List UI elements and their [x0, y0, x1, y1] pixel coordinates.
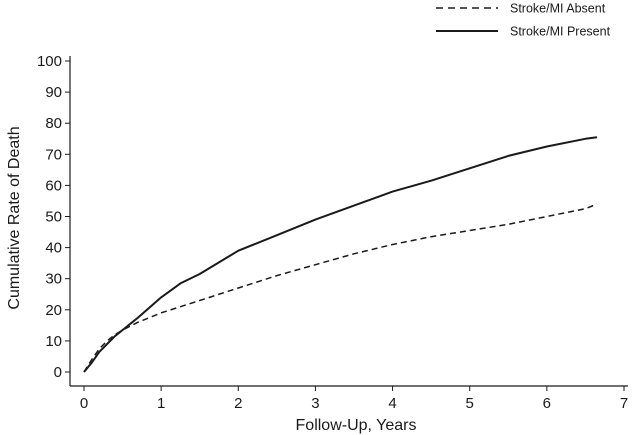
x-tick-label: 0	[80, 395, 88, 412]
legend-label: Stroke/MI Present	[510, 25, 611, 39]
x-tick-label: 4	[388, 395, 396, 412]
y-tick-label: 0	[54, 364, 62, 381]
y-tick-label: 50	[45, 209, 62, 226]
y-tick-label: 70	[45, 146, 62, 163]
y-tick-label: 40	[45, 240, 62, 257]
y-axis-title: Cumulative Rate of Death	[6, 126, 23, 309]
y-tick-label: 100	[37, 53, 62, 70]
series-line-present	[83, 136, 598, 373]
x-tick-label: 3	[311, 395, 319, 412]
x-tick-label: 1	[157, 395, 165, 412]
x-tick-label: 5	[466, 395, 474, 412]
x-tick-label: 7	[620, 395, 628, 412]
y-tick-label: 30	[45, 271, 62, 288]
y-tick-label: 60	[45, 177, 62, 194]
x-axis-title: Follow-Up, Years	[296, 417, 417, 434]
x-tick-label: 2	[234, 395, 242, 412]
series-layer	[83, 136, 598, 373]
y-tick-label: 80	[45, 115, 62, 132]
x-tick-label: 6	[543, 395, 551, 412]
series-line-absent	[83, 203, 598, 373]
legend-label: Stroke/MI Absent	[510, 2, 606, 16]
legend: Stroke/MI Absent Stroke/MI Present	[436, 2, 611, 39]
y-tick-label: 20	[45, 302, 62, 319]
y-tick-label: 90	[45, 84, 62, 101]
y-tick-label: 10	[45, 333, 62, 350]
axes: 0 10 20 30 40 50 60 70 80 90 100 0 1 2 3 4 5 6 7	[37, 53, 628, 412]
